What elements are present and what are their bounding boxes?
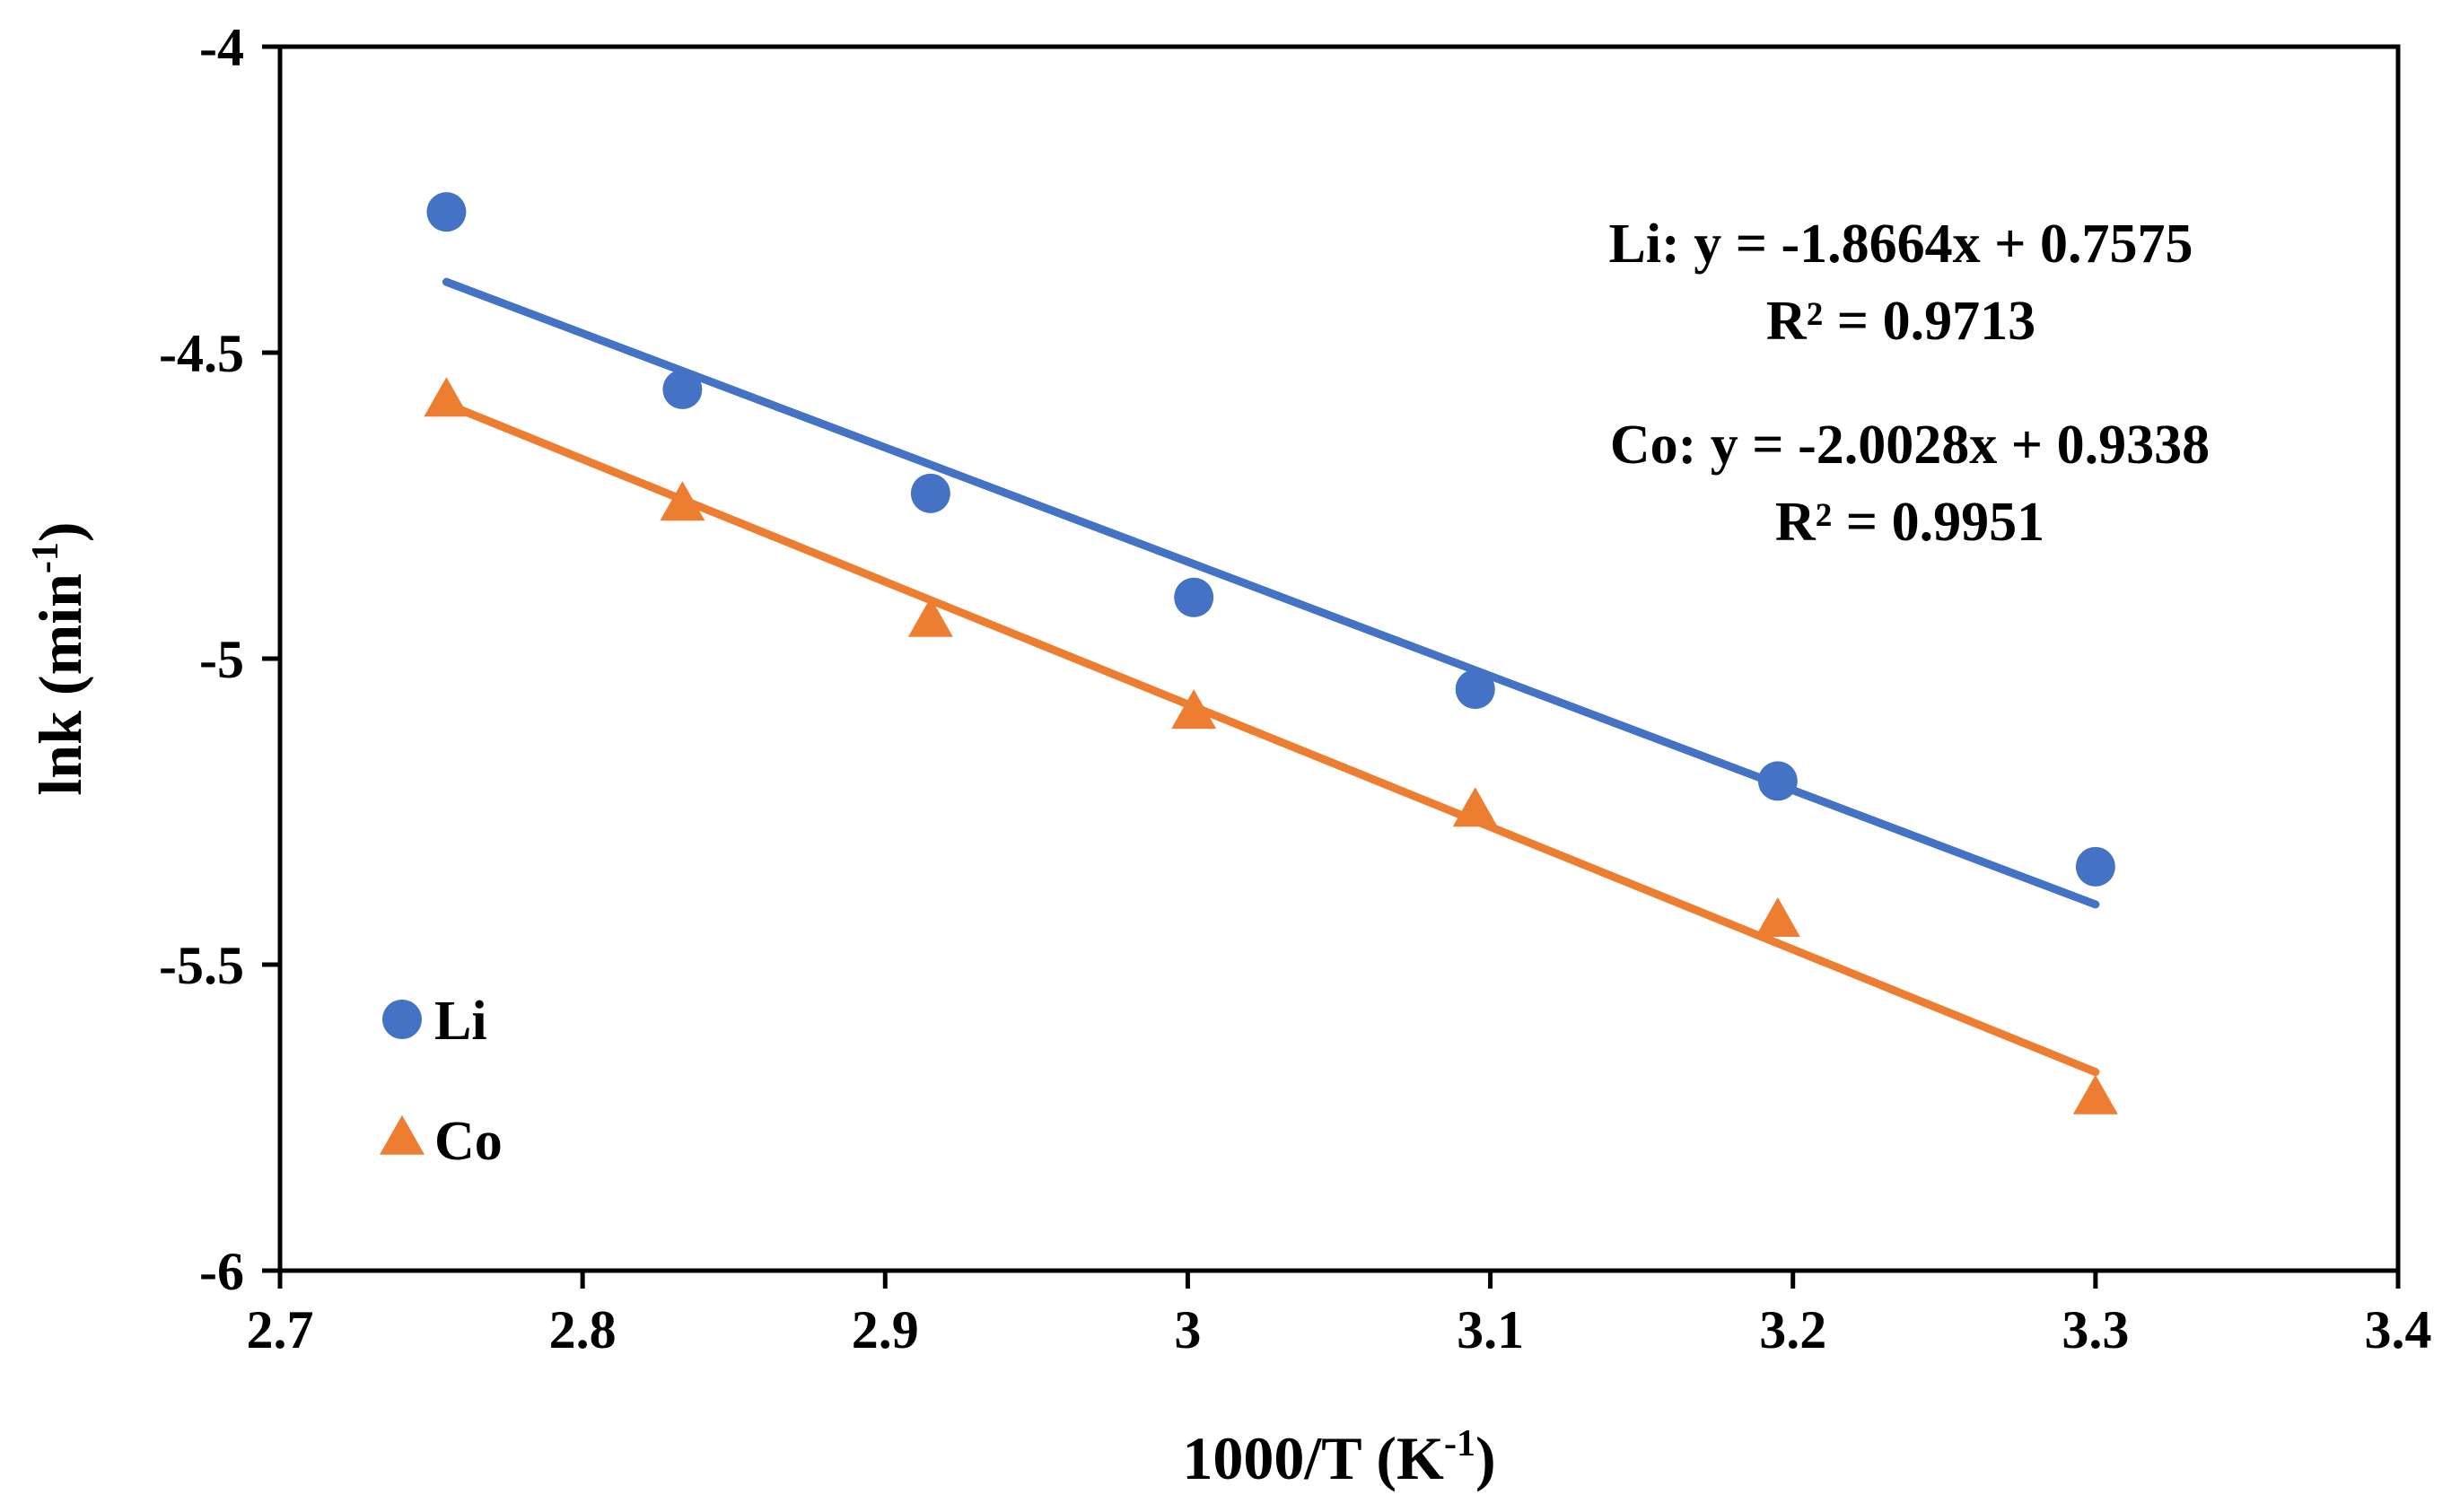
x-tick-label: 2.8 [549,1300,617,1359]
li-point [426,192,467,232]
co-point [907,597,953,637]
co-point [424,377,469,417]
x-tick-label: 2.7 [247,1300,314,1359]
co-trendline [442,399,2100,1077]
li-point [2075,846,2115,887]
li-point [1174,577,1214,617]
x-tick-label: 2.9 [852,1300,919,1359]
x-tick-label: 3.2 [1759,1300,1826,1359]
co-point [2072,1074,2118,1114]
co-point [660,481,705,521]
li-point [662,369,703,409]
co-point [1171,689,1217,730]
co-point [1452,787,1498,827]
y-tick-label: -5 [199,630,244,689]
li-equation: Li: y = -1.8664x + 0.7575 [1608,214,2193,275]
legend-co-label: Co [434,1111,503,1172]
y-tick-label: -5.5 [159,936,244,995]
li-point [1455,669,1495,710]
x-tick-label: 3.3 [2062,1300,2129,1359]
li-point [910,473,950,513]
y-tick-label: -4 [199,18,244,77]
co-r2: R² = 0.9951 [1775,492,2044,553]
y-axis-title: lnk (min-1) [25,521,94,795]
x-tick-label: 3.1 [1457,1300,1524,1359]
co-equation: Co: y = -2.0028x + 0.9338 [1610,415,2210,476]
legend-li-marker [382,1000,422,1039]
x-axis-title: 1000/T (K-1) [1182,1423,1495,1492]
legend-co-marker [380,1114,425,1155]
x-tick-label: 3.4 [2365,1300,2432,1359]
co-point [1755,896,1800,937]
li-trendline [442,277,2100,909]
legend-li-label: Li [434,991,487,1052]
li-point [1757,761,1798,801]
x-tick-label: 3 [1174,1300,1201,1359]
y-tick-label: -4.5 [159,324,244,383]
li-r2: R² = 0.9713 [1766,291,2035,352]
y-tick-label: -6 [199,1242,244,1301]
